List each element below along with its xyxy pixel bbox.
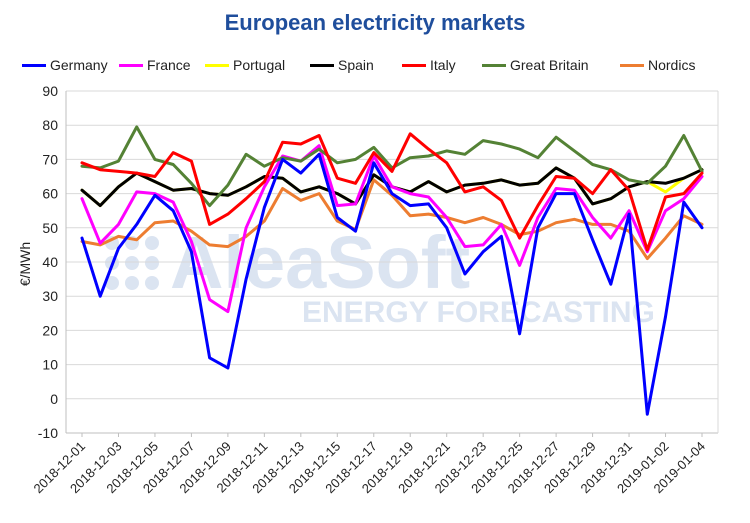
- y-tick-label: 90: [42, 83, 58, 99]
- legend: Germany France Portugal Spain Italy Great Bri…: [22, 56, 742, 74]
- y-tick-label: 40: [42, 254, 58, 270]
- x-tick-labels: 2018-12-012018-12-032018-12-052018-12-07…: [30, 433, 708, 496]
- y-tick-label: 20: [42, 322, 58, 338]
- y-tick-label: -10: [38, 425, 58, 441]
- legend-label: Great Britain: [510, 57, 589, 73]
- y-tick-label: 80: [42, 117, 58, 133]
- legend-item-germany: Germany: [22, 56, 108, 74]
- legend-item-spain: Spain: [310, 56, 374, 74]
- legend-item-nordics: Nordics: [620, 56, 695, 74]
- legend-item-france: France: [119, 56, 191, 74]
- legend-label: Spain: [338, 57, 374, 73]
- legend-item-great-britain: Great Britain: [482, 56, 589, 74]
- series-lines: [80, 125, 704, 416]
- legend-item-portugal: Portugal: [205, 56, 285, 74]
- legend-label: Germany: [50, 57, 108, 73]
- y-tick-label: 50: [42, 220, 58, 236]
- legend-label: Nordics: [648, 57, 696, 73]
- y-tick-label: 10: [42, 357, 58, 373]
- y-tick-label: 70: [42, 151, 58, 167]
- legend-label: Portugal: [233, 57, 286, 73]
- legend-swatch: [119, 63, 143, 67]
- legend-item-italy: Italy: [402, 56, 456, 74]
- legend-label: Italy: [430, 57, 456, 73]
- grid: [66, 90, 718, 434]
- chart-title: European electricity markets: [224, 10, 526, 35]
- legend-swatch: [620, 63, 644, 67]
- axes: [65, 91, 719, 434]
- y-tick-label: 30: [42, 288, 58, 304]
- legend-swatch: [402, 63, 426, 67]
- y-tick-labels: -10 0 10 20 30 40 50 60 70 80 90: [38, 83, 58, 441]
- y-tick-label: 60: [42, 186, 58, 202]
- legend-swatch: [482, 63, 506, 67]
- y-axis-label: €/MWh: [17, 242, 33, 286]
- y-tick-label: 0: [50, 391, 58, 407]
- legend-swatch: [310, 63, 334, 67]
- legend-label: France: [147, 57, 191, 73]
- series-line-germany: [80, 152, 704, 416]
- series-line-great-britain: [80, 125, 704, 208]
- series-line-italy: [80, 132, 704, 252]
- series-line-france: [80, 144, 704, 314]
- legend-swatch: [22, 63, 46, 67]
- legend-swatch: [205, 63, 229, 67]
